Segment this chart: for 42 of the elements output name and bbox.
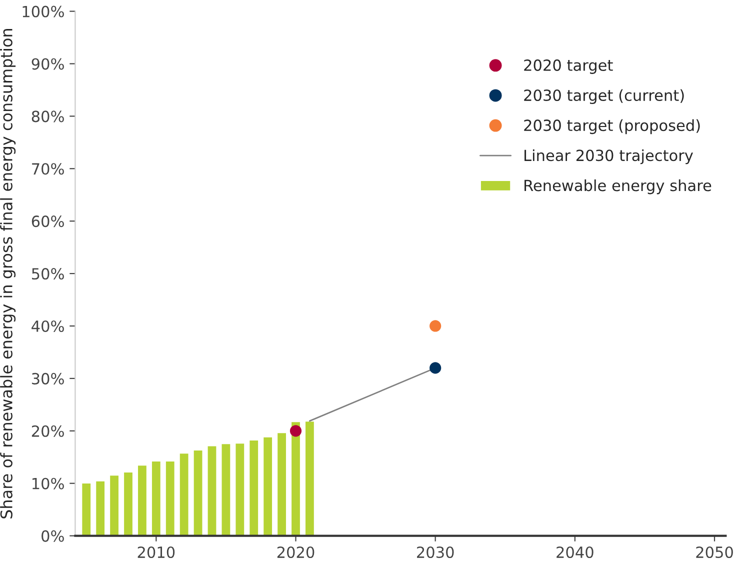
- x-tick-label: 2030: [417, 546, 454, 558]
- y-tick-label: 80%: [32, 110, 64, 122]
- bar: [262, 436, 274, 536]
- bar: [80, 482, 92, 536]
- bar: [122, 471, 134, 536]
- bar: [178, 452, 190, 536]
- y-tick-label: 50%: [32, 268, 64, 280]
- point: [430, 362, 442, 374]
- y-tick-label: 70%: [32, 163, 64, 175]
- bar: [276, 432, 288, 536]
- bar: [248, 439, 260, 536]
- bar: [150, 460, 162, 536]
- legend-label: Linear 2030 trajectory: [524, 149, 693, 164]
- bar: [192, 449, 204, 536]
- bar: [206, 444, 218, 536]
- y-tick-label: 100%: [22, 6, 64, 18]
- legend-label: 2030 target (current): [524, 89, 684, 104]
- bar: [108, 474, 120, 536]
- bar: [220, 442, 232, 536]
- bar: [234, 442, 246, 536]
- legend-label: 2030 target (proposed): [524, 119, 700, 134]
- y-tick-label: 90%: [32, 58, 64, 70]
- bar: [304, 420, 316, 536]
- bar: [164, 460, 176, 536]
- point: [290, 425, 302, 437]
- y-tick-label: 20%: [32, 425, 64, 437]
- point: [430, 320, 442, 332]
- bar: [94, 480, 106, 536]
- legend-label: Renewable energy share: [524, 179, 712, 194]
- x-tick-label: 2020: [277, 546, 314, 558]
- bar: [290, 420, 302, 536]
- y-tick-label: 10%: [32, 478, 64, 490]
- x-tick-label: 2010: [138, 546, 175, 558]
- legend-label: 2020 target: [524, 59, 613, 74]
- y-tick-label: 30%: [32, 372, 64, 384]
- bar: [136, 464, 148, 536]
- y-axis-title: Share of renewable energy in gross final energy consumption: [0, 29, 16, 518]
- y-tick-label: 40%: [32, 320, 64, 332]
- x-tick-label: 2040: [556, 546, 594, 558]
- y-tick-label: 60%: [32, 216, 64, 228]
- x-tick-label: 2050: [696, 546, 733, 558]
- y-tick-label: 0%: [42, 530, 64, 542]
